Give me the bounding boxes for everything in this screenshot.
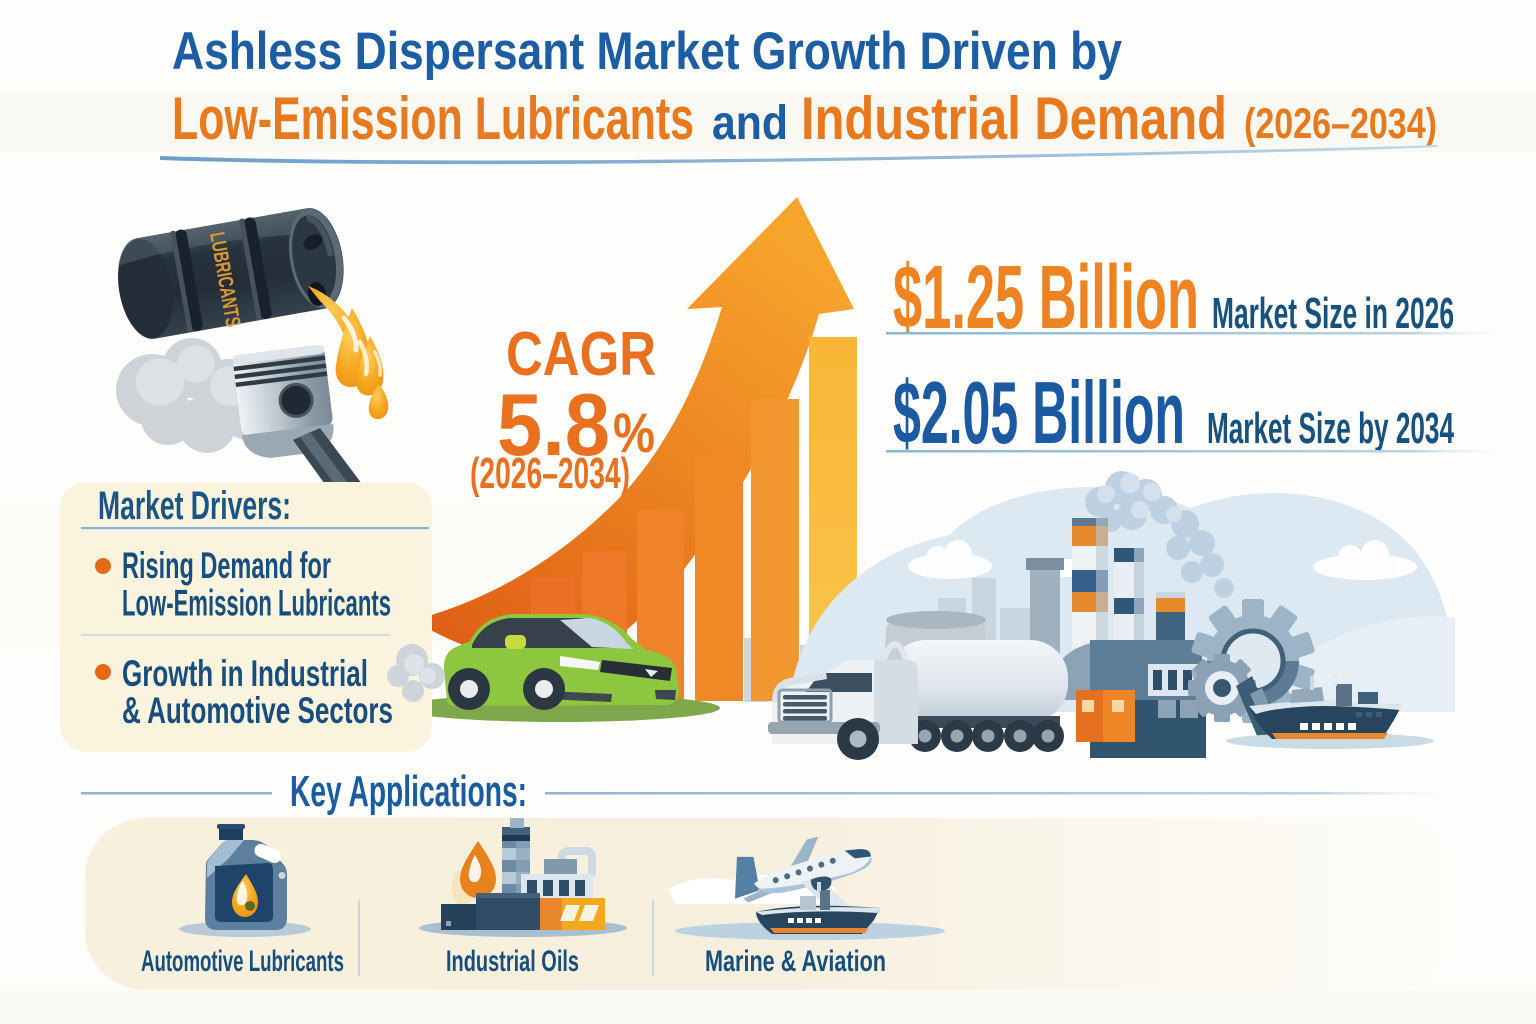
svg-text:$1.25 Billion: $1.25 Billion (893, 248, 1199, 348)
svg-text:Industrial Demand: Industrial Demand (801, 85, 1227, 152)
svg-text:Industrial Oils: Industrial Oils (446, 945, 579, 978)
svg-text:$2.05 Billion: $2.05 Billion (893, 363, 1185, 462)
svg-text:(2026–2034): (2026–2034) (1244, 100, 1437, 148)
svg-text:and: and (712, 97, 788, 150)
svg-text:Marine & Aviation: Marine & Aviation (705, 945, 886, 978)
svg-text:Key Applications:: Key Applications: (290, 767, 527, 816)
svg-text:Market Size in 2026: Market Size in 2026 (1212, 289, 1454, 338)
svg-text:Market Drivers:: Market Drivers: (98, 484, 291, 528)
svg-text:Growth in Industrial: Growth in Industrial (122, 653, 368, 694)
svg-text:5.8: 5.8 (497, 375, 610, 474)
svg-text:Automotive Lubricants: Automotive Lubricants (141, 945, 344, 978)
svg-text:Low-Emission Lubricants: Low-Emission Lubricants (172, 85, 694, 152)
svg-text:(2026–2034): (2026–2034) (470, 449, 630, 498)
svg-text:%: % (613, 401, 655, 464)
svg-text:Market Size by 2034: Market Size by 2034 (1207, 404, 1454, 453)
svg-text:CAGR: CAGR (506, 320, 656, 389)
svg-text:& Automotive Sectors: & Automotive Sectors (122, 690, 393, 731)
svg-text:Ashless Dispersant Market Grow: Ashless Dispersant Market Growth Driven … (172, 22, 1122, 81)
svg-text:Low-Emission Lubricants: Low-Emission Lubricants (122, 583, 391, 624)
svg-text:Rising Demand for: Rising Demand for (122, 545, 331, 586)
